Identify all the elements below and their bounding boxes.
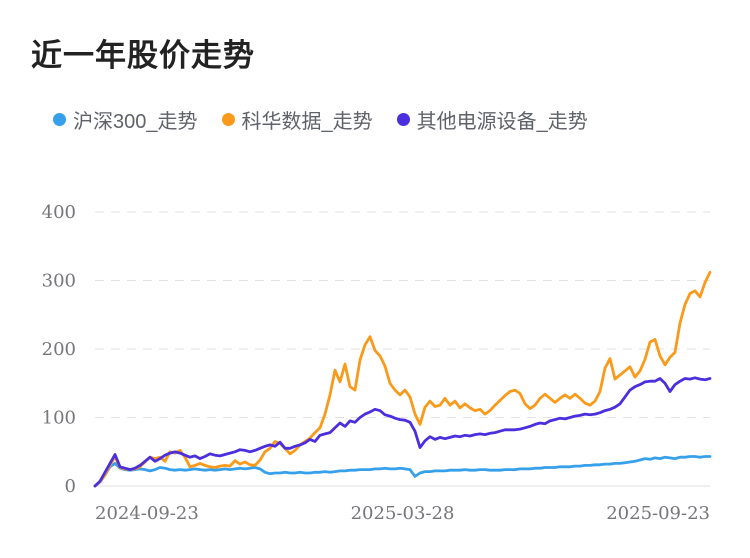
- series-line-科华数据_走势: [93, 270, 712, 488]
- legend-item-hs300[interactable]: 沪深300_走势: [53, 105, 198, 134]
- legend-dot-icon: [221, 113, 235, 126]
- legend-label-hs300: 沪深300_走势: [73, 111, 198, 133]
- legend-dot-icon: [53, 113, 66, 126]
- legend-label-kehua: 科华数据_走势: [241, 111, 373, 133]
- y-axis-tick-label: 400: [42, 202, 76, 223]
- legend-item-kehua[interactable]: 科华数据_走势: [221, 105, 373, 134]
- x-axis-tick-label: 2024-09-23: [95, 503, 199, 524]
- y-axis-tick-label: 300: [42, 271, 76, 292]
- series-line-沪深300_走势: [93, 455, 712, 488]
- series-line-其他电源设备_走势: [93, 376, 712, 488]
- legend-dot-icon: [396, 113, 410, 126]
- y-axis-tick-label: 200: [42, 339, 76, 360]
- y-axis-tick-label: 0: [65, 476, 76, 497]
- legend-label-sector: 其他电源设备_走势: [416, 111, 588, 133]
- legend: 沪深300_走势 科华数据_走势 其他电源设备_走势: [53, 105, 588, 134]
- legend-item-sector[interactable]: 其他电源设备_走势: [396, 105, 588, 134]
- y-axis-tick-label: 100: [42, 408, 76, 429]
- x-axis-tick-label: 2025-09-23: [606, 503, 710, 524]
- x-axis-tick-label: 2025-03-28: [351, 503, 455, 524]
- chart-title: 近一年股价走势: [31, 38, 255, 73]
